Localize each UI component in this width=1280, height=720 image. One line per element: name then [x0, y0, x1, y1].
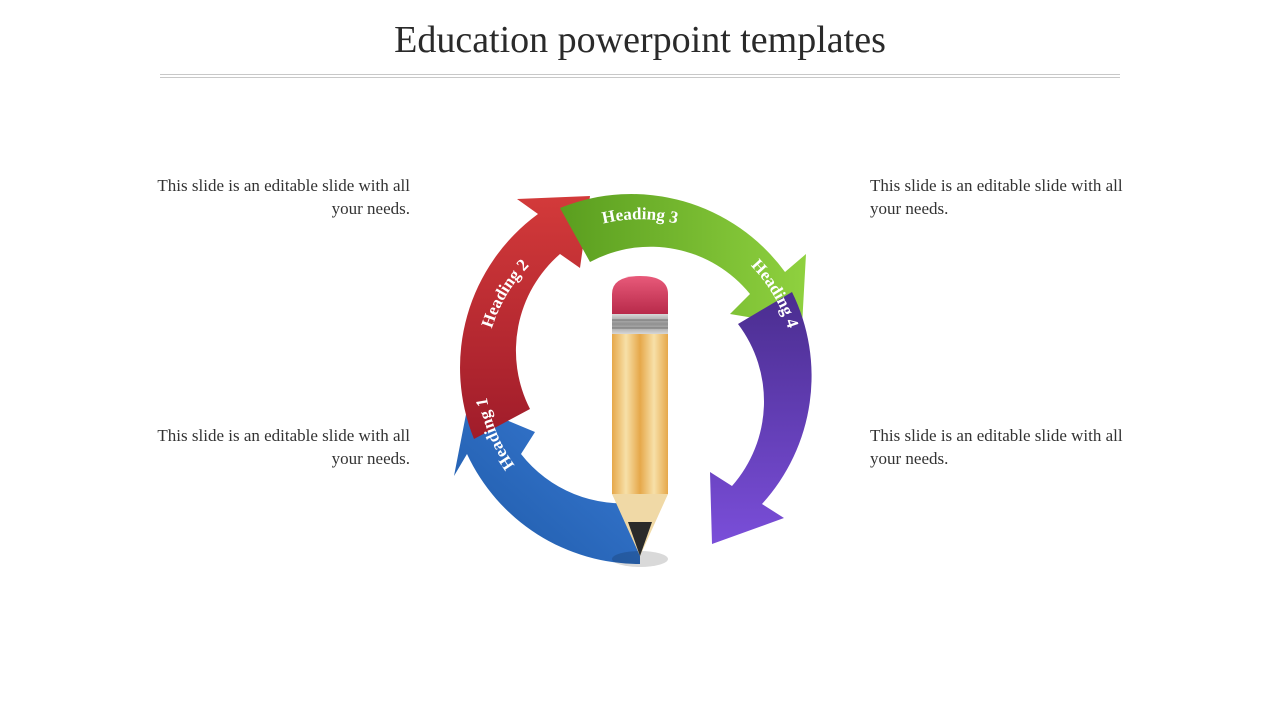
circular-diagram: Heading 1 Heading 2 Heading 3 Heading 4 — [430, 164, 850, 584]
caption-bottom-right: This slide is an editable slide with all… — [870, 425, 1130, 471]
caption-top-right: This slide is an editable slide with all… — [870, 175, 1130, 221]
caption-bottom-left: This slide is an editable slide with all… — [150, 425, 410, 471]
caption-top-left: This slide is an editable slide with all… — [150, 175, 410, 221]
arrow-heading-4 — [710, 292, 812, 544]
title-divider — [160, 74, 1120, 78]
page-title: Education powerpoint templates — [0, 0, 1280, 62]
